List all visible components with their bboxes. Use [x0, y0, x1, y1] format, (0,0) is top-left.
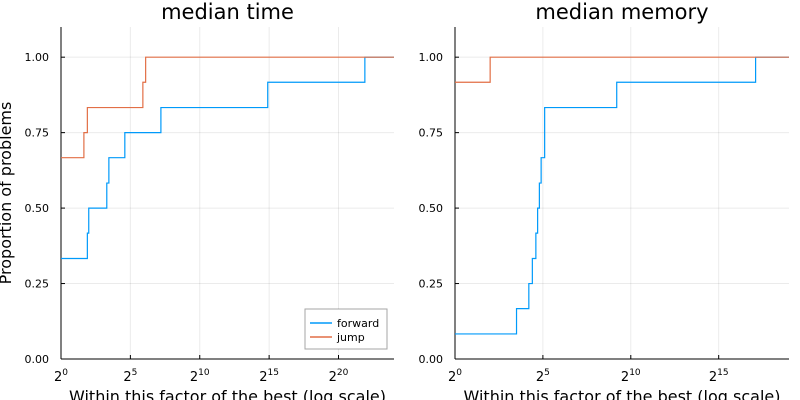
x-tick-label: 25: [536, 368, 550, 385]
series-line-forward: [61, 56, 394, 260]
y-tick-label: 0.50: [25, 202, 50, 215]
x-tick-base: 2: [123, 370, 131, 385]
x-tick-exponent: 15: [268, 368, 279, 378]
x-tick-exponent: 0: [62, 368, 68, 378]
y-tick-label: 0.25: [25, 278, 50, 291]
x-tick-base: 2: [448, 370, 456, 385]
x-tick-exponent: 5: [544, 368, 550, 378]
x-tick-base: 2: [709, 370, 717, 385]
x-tick-exponent: 10: [198, 368, 210, 378]
x-tick-label: 20: [54, 368, 68, 385]
chart-title: median memory: [535, 0, 708, 24]
x-tick-base: 2: [536, 370, 544, 385]
x-tick-label: 215: [709, 368, 729, 385]
y-tick-label: 0.75: [419, 127, 444, 140]
series-line-jump: [455, 56, 789, 83]
x-tick-label: 210: [190, 368, 210, 385]
y-tick-label: 0.00: [419, 353, 444, 366]
x-tick-base: 2: [259, 370, 267, 385]
x-tick-exponent: 20: [337, 368, 349, 378]
x-tick-base: 2: [54, 370, 62, 385]
y-tick-label: 0.50: [419, 202, 444, 215]
x-tick-exponent: 5: [132, 368, 138, 378]
x-tick-label: 25: [123, 368, 137, 385]
legend-label-jump: jump: [336, 331, 365, 344]
x-tick-label: 20: [448, 368, 462, 385]
y-tick-label: 1.00: [25, 51, 50, 64]
series-line-jump: [61, 56, 394, 159]
x-tick-base: 2: [621, 370, 629, 385]
x-tick-label: 215: [259, 368, 279, 385]
x-tick-label: 210: [621, 368, 641, 385]
x-axis-label: Within this factor of the best (log scal…: [464, 387, 781, 400]
y-tick-label: 0.75: [25, 127, 50, 140]
x-tick-exponent: 0: [456, 368, 462, 378]
chart-title: median time: [161, 0, 294, 24]
x-tick-base: 2: [329, 370, 337, 385]
series-line-forward: [455, 56, 789, 335]
legend-label-forward: forward: [337, 317, 379, 330]
x-tick-exponent: 10: [629, 368, 641, 378]
y-tick-label: 1.00: [419, 51, 444, 64]
legend-box: [304, 308, 388, 350]
x-tick-exponent: 15: [717, 368, 728, 378]
x-tick-label: 220: [329, 368, 349, 385]
y-tick-label: 0.00: [25, 353, 50, 366]
y-axis-label: Proportion of problems: [0, 102, 15, 285]
y-tick-label: 0.25: [419, 278, 444, 291]
x-axis-label: Within this factor of the best (log scal…: [69, 387, 386, 400]
x-tick-base: 2: [190, 370, 198, 385]
